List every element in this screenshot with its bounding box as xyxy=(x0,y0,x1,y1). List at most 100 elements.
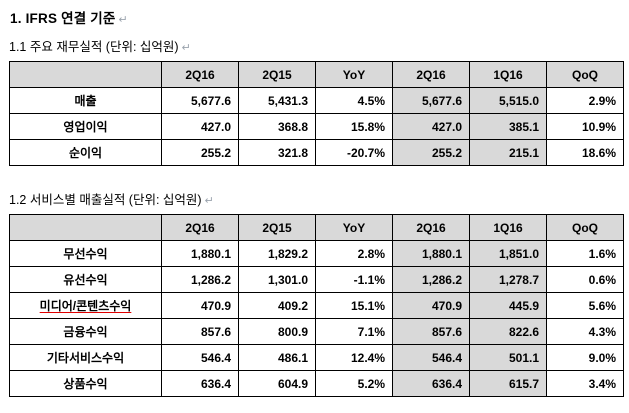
value-cell: 5.2% xyxy=(315,370,393,397)
row-label-cell: 금융수익 xyxy=(9,318,162,345)
column-header: QoQ xyxy=(546,214,624,241)
value-cell: 10.9% xyxy=(546,113,624,140)
service-revenue-table: 2Q16 2Q15 YoY 2Q16 1Q16 QoQ 무선수익 1,880.1 1,829.… xyxy=(9,214,624,397)
value-cell: 1,851.0 xyxy=(469,240,547,267)
value-cell: 1,880.1 xyxy=(392,240,470,267)
value-cell: -20.7% xyxy=(315,139,393,166)
row-label-cell: 유선수익 xyxy=(9,266,162,293)
value-cell: 15.1% xyxy=(315,292,393,319)
value-cell: -1.1% xyxy=(315,266,393,293)
table-row: 무선수익 1,880.1 1,829.2 2.8% 1,880.1 1,851.0 1.6% xyxy=(9,240,624,267)
value-cell: 1,278.7 xyxy=(469,266,547,293)
value-cell: 546.4 xyxy=(392,344,470,371)
value-cell: 5,515.0 xyxy=(469,87,547,114)
value-cell: 1,301.0 xyxy=(238,266,316,293)
column-header: 2Q15 xyxy=(238,61,316,88)
value-cell: 368.8 xyxy=(238,113,316,140)
row-label: 기타서비스수익 xyxy=(46,351,125,365)
value-cell: 546.4 xyxy=(161,344,239,371)
column-header: 2Q15 xyxy=(238,214,316,241)
value-cell: 15.8% xyxy=(315,113,393,140)
value-cell: 857.6 xyxy=(161,318,239,345)
value-cell: 2.8% xyxy=(315,240,393,267)
value-cell: 445.9 xyxy=(469,292,547,319)
value-cell: 5,677.6 xyxy=(161,87,239,114)
value-cell: 12.4% xyxy=(315,344,393,371)
column-header: 1Q16 xyxy=(469,61,547,88)
table-row: 순이익 255.2 321.8 -20.7% 255.2 215.1 18.6% xyxy=(9,139,624,166)
value-cell: 385.1 xyxy=(469,113,547,140)
column-header: 2Q16 xyxy=(392,61,470,88)
value-cell: 4.3% xyxy=(546,318,624,345)
row-label-cell: 순이익 xyxy=(9,139,162,166)
row-label-cell: 상품수익 xyxy=(9,370,162,397)
value-cell: 501.1 xyxy=(469,344,547,371)
section2-subtitle-text: 1.2 서비스별 매출실적 (단위: 십억원) xyxy=(9,193,202,207)
value-cell: 321.8 xyxy=(238,139,316,166)
row-label: 상품수익 xyxy=(63,377,108,391)
paragraph-mark-icon: ↵ xyxy=(118,14,128,26)
value-cell: 2.9% xyxy=(546,87,624,114)
value-cell: 4.5% xyxy=(315,87,393,114)
value-cell: 857.6 xyxy=(392,318,470,345)
section1-subtitle: 1.1 주요 재무실적 (단위: 십억원) ↵ xyxy=(9,36,621,55)
value-cell: 5.6% xyxy=(546,292,624,319)
row-label: 영업이익 xyxy=(63,120,108,134)
value-cell: 215.1 xyxy=(469,139,547,166)
table-row: 유선수익 1,286.2 1,301.0 -1.1% 1,286.2 1,278.7 0.6… xyxy=(9,266,624,293)
value-cell: 255.2 xyxy=(392,139,470,166)
value-cell: 470.9 xyxy=(161,292,239,319)
value-cell: 18.6% xyxy=(546,139,624,166)
column-header: 2Q16 xyxy=(161,61,239,88)
value-cell: 604.9 xyxy=(238,370,316,397)
column-header: 2Q16 xyxy=(392,214,470,241)
column-header: YoY xyxy=(315,214,393,241)
paragraph-mark-icon: ↵ xyxy=(204,195,214,207)
header-row: 2Q16 2Q15 YoY 2Q16 1Q16 QoQ xyxy=(9,61,624,88)
row-label: 순이익 xyxy=(68,146,103,160)
row-label-cell: 미디어/콘텐츠수익 xyxy=(9,292,162,319)
value-cell: 255.2 xyxy=(161,139,239,166)
table-row: 기타서비스수익 546.4 486.1 12.4% 546.4 501.1 9.0% xyxy=(9,344,624,371)
value-cell: 1,286.2 xyxy=(392,266,470,293)
value-cell: 427.0 xyxy=(161,113,239,140)
value-cell: 470.9 xyxy=(392,292,470,319)
column-header: 2Q16 xyxy=(161,214,239,241)
value-cell: 800.9 xyxy=(238,318,316,345)
table-row: 매출 5,677.6 5,431.3 4.5% 5,677.6 5,515.0 2.9% xyxy=(9,87,624,114)
value-cell: 1,829.2 xyxy=(238,240,316,267)
value-cell: 1,286.2 xyxy=(161,266,239,293)
table-row: 미디어/콘텐츠수익 470.9 409.2 15.1% 470.9 445.9 5.6% xyxy=(9,292,624,319)
value-cell: 636.4 xyxy=(392,370,470,397)
value-cell: 5,431.3 xyxy=(238,87,316,114)
table-row: 상품수익 636.4 604.9 5.2% 636.4 615.7 3.4% xyxy=(9,370,624,397)
paragraph-mark-icon: ↵ xyxy=(181,42,191,54)
value-cell: 7.1% xyxy=(315,318,393,345)
value-cell: 615.7 xyxy=(469,370,547,397)
value-cell: 822.6 xyxy=(469,318,547,345)
table-row: 금융수익 857.6 800.9 7.1% 857.6 822.6 4.3% xyxy=(9,318,624,345)
row-label: 무선수익 xyxy=(63,247,108,261)
value-cell: 0.6% xyxy=(546,266,624,293)
column-header: QoQ xyxy=(546,61,624,88)
section1-subtitle-text: 1.1 주요 재무실적 (단위: 십억원) xyxy=(9,40,179,54)
row-label-cell: 매출 xyxy=(9,87,162,114)
row-label-cell: 영업이익 xyxy=(9,113,162,140)
document-title-text: 1. IFRS 연결 기준 xyxy=(10,11,116,26)
value-cell: 427.0 xyxy=(392,113,470,140)
row-label: 미디어/콘텐츠수익 xyxy=(39,299,132,313)
value-cell: 3.4% xyxy=(546,370,624,397)
section2-subtitle: 1.2 서비스별 매출실적 (단위: 십억원) ↵ xyxy=(9,189,621,208)
column-header: YoY xyxy=(315,61,393,88)
row-label-header xyxy=(9,61,162,88)
row-label-cell: 무선수익 xyxy=(9,240,162,267)
row-label-header xyxy=(9,214,162,241)
row-label-cell: 기타서비스수익 xyxy=(9,344,162,371)
column-header: 1Q16 xyxy=(469,214,547,241)
header-row: 2Q16 2Q15 YoY 2Q16 1Q16 QoQ xyxy=(9,214,624,241)
value-cell: 1.6% xyxy=(546,240,624,267)
value-cell: 636.4 xyxy=(161,370,239,397)
value-cell: 409.2 xyxy=(238,292,316,319)
row-label: 금융수익 xyxy=(63,325,108,339)
document-title: 1. IFRS 연결 기준 ↵ xyxy=(10,7,621,27)
